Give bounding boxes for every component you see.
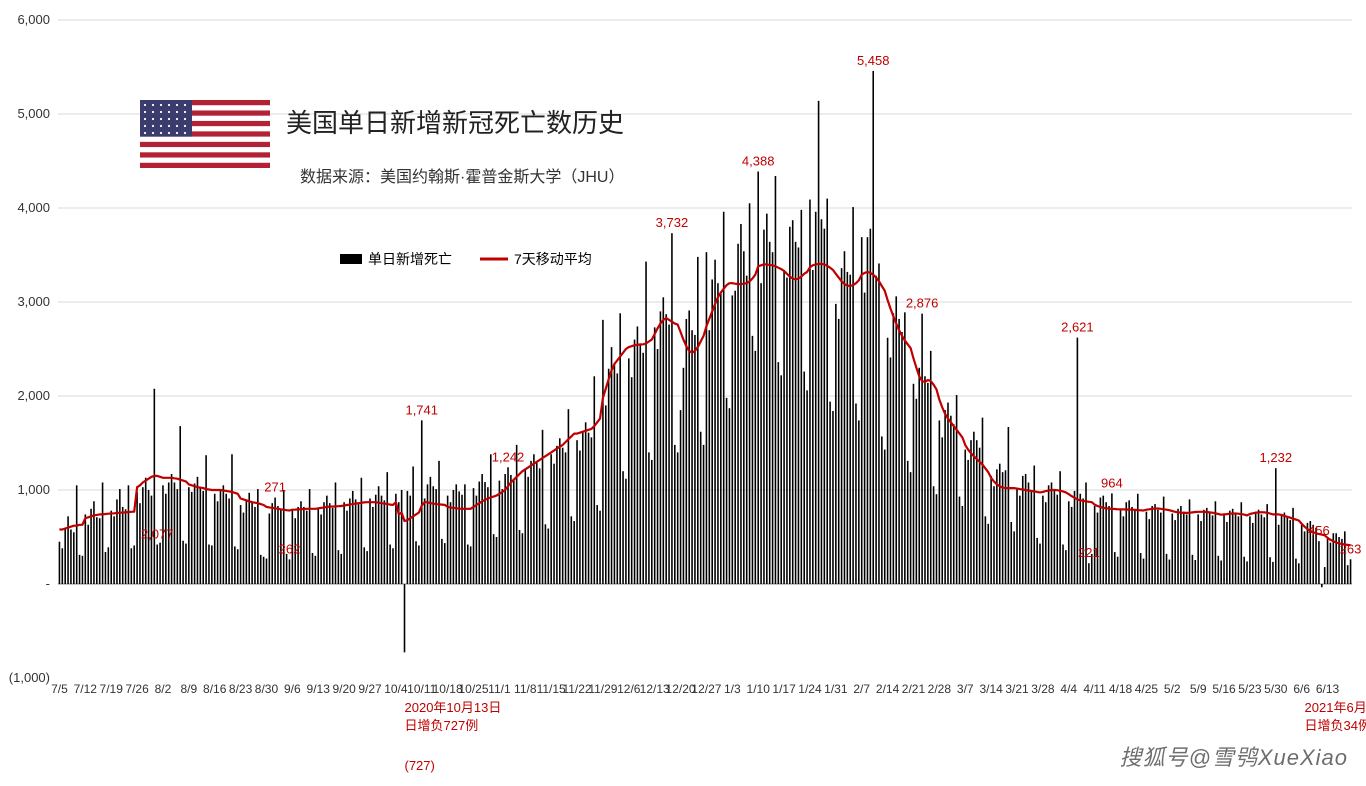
svg-text:8/30: 8/30 — [255, 682, 279, 696]
svg-text:8/2: 8/2 — [155, 682, 172, 696]
svg-text:2020年10月13日: 2020年10月13日 — [405, 700, 502, 715]
svg-text:1/31: 1/31 — [824, 682, 848, 696]
svg-text:10/25: 10/25 — [459, 682, 489, 696]
chart-title: 美国单日新增新冠死亡数历史 — [286, 108, 624, 138]
svg-text:5/9: 5/9 — [1190, 682, 1207, 696]
svg-text:1,232: 1,232 — [1260, 450, 1293, 465]
svg-text:3/28: 3/28 — [1031, 682, 1055, 696]
svg-text:2,000: 2,000 — [17, 388, 50, 403]
svg-text:1/24: 1/24 — [798, 682, 822, 696]
svg-text:6/13: 6/13 — [1316, 682, 1340, 696]
svg-text:3,000: 3,000 — [17, 294, 50, 309]
svg-text:8/23: 8/23 — [229, 682, 253, 696]
svg-text:2021年6月11日: 2021年6月11日 — [1305, 700, 1366, 715]
svg-text:(1,000): (1,000) — [9, 670, 50, 685]
svg-text:5/23: 5/23 — [1238, 682, 1262, 696]
svg-text:(727): (727) — [405, 758, 435, 773]
svg-text:4/25: 4/25 — [1135, 682, 1159, 696]
svg-text:271: 271 — [264, 480, 286, 495]
svg-text:4,388: 4,388 — [742, 154, 775, 169]
svg-text:9/27: 9/27 — [358, 682, 382, 696]
svg-text:221: 221 — [1078, 545, 1100, 560]
svg-text:12/27: 12/27 — [691, 682, 721, 696]
svg-text:11/29: 11/29 — [588, 682, 617, 696]
svg-text:263: 263 — [1340, 541, 1362, 556]
svg-text:6,000: 6,000 — [17, 12, 50, 27]
chart-root: (1,000) - 1,000 2,000 3,000 4,000 5,000 6,000 7/… — [0, 0, 1366, 786]
svg-text:1/17: 1/17 — [772, 682, 796, 696]
svg-text:2,876: 2,876 — [906, 296, 939, 311]
moving-average-line — [59, 264, 1350, 545]
chart-svg: (1,000) - 1,000 2,000 3,000 4,000 5,000 6,000 7/… — [0, 0, 1366, 786]
svg-text:5/16: 5/16 — [1212, 682, 1236, 696]
svg-text:5/2: 5/2 — [1164, 682, 1181, 696]
svg-text:2,077: 2,077 — [141, 527, 174, 542]
svg-text:964: 964 — [1101, 475, 1123, 490]
svg-text:8/9: 8/9 — [180, 682, 197, 696]
svg-text:2/14: 2/14 — [876, 682, 900, 696]
svg-text:日增负34例: 日增负34例 — [1305, 718, 1366, 733]
svg-text:456: 456 — [1308, 523, 1330, 538]
svg-text:12/6: 12/6 — [617, 682, 641, 696]
svg-text:9/6: 9/6 — [284, 682, 301, 696]
svg-text:1,741: 1,741 — [405, 402, 438, 417]
svg-text:3/21: 3/21 — [1005, 682, 1029, 696]
legend-bar-label: 单日新增死亡 — [368, 251, 452, 267]
svg-text:7/19: 7/19 — [100, 682, 124, 696]
svg-text:-: - — [46, 576, 50, 591]
svg-text:11/1: 11/1 — [488, 682, 511, 696]
svg-text:4/11: 4/11 — [1083, 682, 1106, 696]
svg-text:4,000: 4,000 — [17, 200, 50, 215]
svg-text:3,732: 3,732 — [656, 215, 689, 230]
svg-text:1/3: 1/3 — [724, 682, 741, 696]
svg-text:7/5: 7/5 — [51, 682, 68, 696]
svg-text:7/12: 7/12 — [74, 682, 98, 696]
svg-text:1/10: 1/10 — [747, 682, 771, 696]
svg-text:3/14: 3/14 — [979, 682, 1003, 696]
svg-text:日增负727例: 日增负727例 — [405, 718, 479, 733]
svg-text:4/18: 4/18 — [1109, 682, 1133, 696]
svg-text:5,000: 5,000 — [17, 106, 50, 121]
svg-text:2,621: 2,621 — [1061, 320, 1094, 335]
svg-text:1,000: 1,000 — [17, 482, 50, 497]
svg-text:5,458: 5,458 — [857, 53, 890, 68]
svg-text:10/4: 10/4 — [384, 682, 408, 696]
svg-text:2/21: 2/21 — [902, 682, 926, 696]
svg-text:1,242: 1,242 — [492, 449, 525, 464]
svg-text:262: 262 — [279, 541, 301, 556]
svg-text:3/7: 3/7 — [957, 682, 974, 696]
svg-text:9/20: 9/20 — [332, 682, 356, 696]
svg-text:6/6: 6/6 — [1293, 682, 1310, 696]
svg-text:4/4: 4/4 — [1060, 682, 1077, 696]
svg-text:11/8: 11/8 — [514, 682, 537, 696]
svg-text:2/28: 2/28 — [928, 682, 952, 696]
svg-text:5/30: 5/30 — [1264, 682, 1288, 696]
chart-subtitle: 数据来源：美国约翰斯·霍普金斯大学（JHU） — [300, 168, 624, 186]
svg-text:7/26: 7/26 — [125, 682, 149, 696]
legend-bar-swatch — [340, 254, 362, 264]
legend-line-label: 7天移动平均 — [514, 251, 592, 267]
svg-text:2/7: 2/7 — [853, 682, 870, 696]
svg-text:9/13: 9/13 — [307, 682, 331, 696]
us-flag-icon — [140, 100, 270, 168]
svg-text:8/16: 8/16 — [203, 682, 227, 696]
